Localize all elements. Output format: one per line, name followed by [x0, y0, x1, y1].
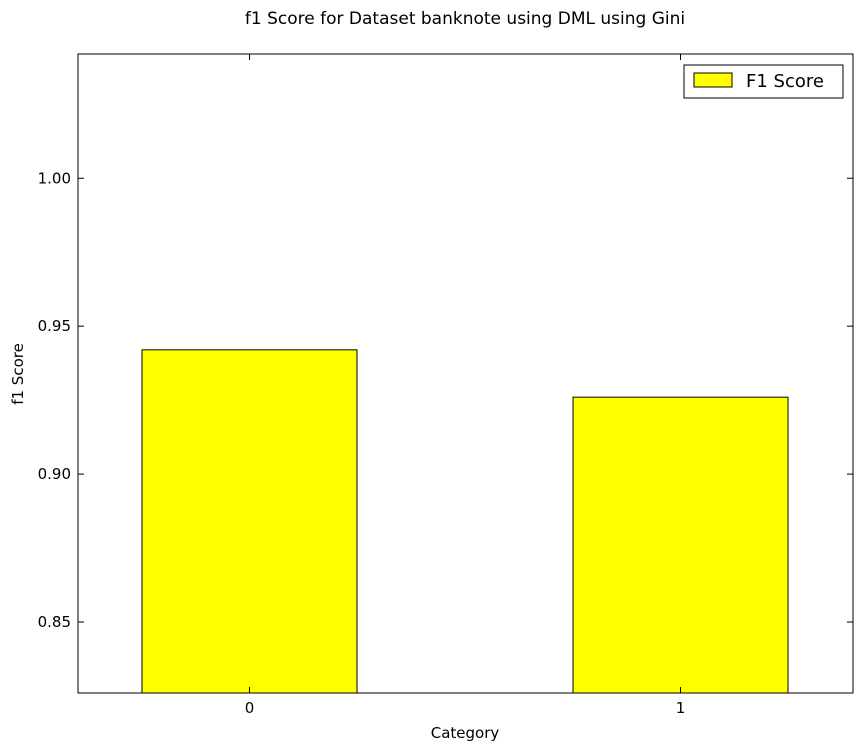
plot-frame	[77, 53, 854, 694]
y-tick-label: 1.00	[38, 169, 71, 187]
legend-label: F1 Score	[746, 71, 824, 92]
x-tick-label: 0	[245, 699, 255, 717]
ticks-group: 0 1 0.85 0.90 0.95 1.00	[38, 54, 853, 717]
x-axis-label: Category	[431, 724, 500, 742]
bars-group	[141, 349, 789, 694]
x-tick-label: 1	[676, 699, 686, 717]
bar-category-1	[572, 396, 789, 694]
y-tick-label: 0.90	[38, 465, 71, 483]
legend-swatch	[693, 72, 733, 88]
chart-title: f1 Score for Dataset banknote using DML …	[245, 9, 685, 29]
bar-category-0	[141, 349, 358, 694]
y-tick-label: 0.85	[38, 613, 71, 631]
y-tick-label: 0.95	[38, 317, 71, 335]
legend: F1 Score	[683, 64, 844, 99]
y-axis-label: f1 Score	[9, 343, 27, 405]
